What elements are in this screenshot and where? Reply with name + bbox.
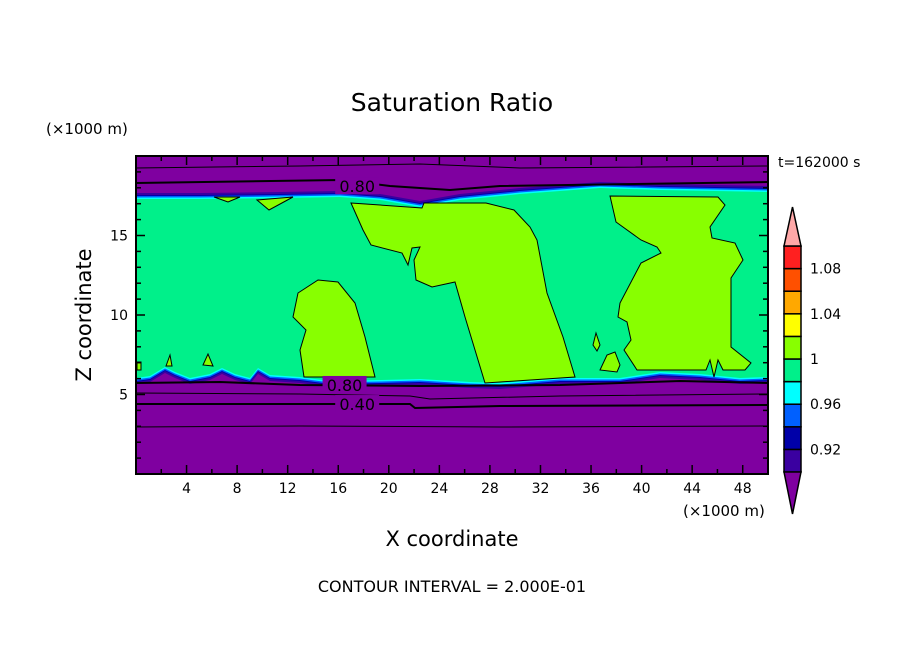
x-tick-label: 32 bbox=[532, 481, 550, 497]
supersaturated-region-1 bbox=[350, 202, 576, 384]
x-axis-label: X coordinate bbox=[385, 527, 519, 551]
colorbar-swatch-9 bbox=[783, 245, 802, 270]
contour-line-0.20 bbox=[135, 425, 769, 428]
colorbar-swatch-3 bbox=[783, 380, 802, 405]
supersaturated-region-0 bbox=[292, 279, 376, 378]
colorbar-swatch-7 bbox=[783, 290, 802, 315]
supersaturated-region-7 bbox=[165, 353, 173, 367]
supersaturated-region-4 bbox=[592, 331, 601, 352]
y-unit-label: (×1000 m) bbox=[46, 120, 128, 138]
colorbar-swatch-6 bbox=[783, 313, 802, 338]
colorbar-swatch-2 bbox=[783, 403, 802, 428]
x-tick-label: 36 bbox=[582, 481, 600, 497]
x-tick-label: 48 bbox=[734, 481, 752, 497]
contour-label-bg bbox=[322, 375, 367, 393]
contour-label: 0.40 bbox=[339, 395, 375, 414]
x-tick-label: 44 bbox=[683, 481, 701, 497]
contour-interval-label: CONTOUR INTERVAL = 2.000E-01 bbox=[317, 577, 587, 596]
x-unit-label: (×1000 m) bbox=[683, 502, 765, 520]
colorbar-over-arrow bbox=[783, 206, 802, 247]
contour-line-0.80-bottom bbox=[135, 379, 769, 388]
contour-line-top-a bbox=[135, 163, 769, 169]
colorbar-swatch-4 bbox=[783, 358, 802, 383]
contour-label: 0.80 bbox=[327, 376, 363, 395]
colorbar-swatch-0 bbox=[783, 448, 802, 473]
colorbar-tick-label: 0.96 bbox=[810, 397, 841, 413]
contour-line-0.40 bbox=[136, 403, 769, 410]
x-tick-label: 28 bbox=[481, 481, 499, 497]
layer-0.98 bbox=[136, 188, 768, 383]
contour-label-bg bbox=[335, 395, 380, 413]
supersaturated-region-6 bbox=[213, 196, 241, 203]
x-tick-label: 20 bbox=[380, 481, 398, 497]
x-tick-label: 40 bbox=[633, 481, 651, 497]
supersaturated-region-5 bbox=[255, 196, 294, 211]
colorbar-tick-label: 1.08 bbox=[810, 262, 841, 278]
contour-line-0.60 bbox=[135, 392, 769, 400]
colorbar-tick-label: 1 bbox=[810, 352, 819, 368]
colorbar-swatch-8 bbox=[783, 267, 802, 292]
colorbar-under-arrow bbox=[783, 471, 802, 515]
y-tick-label: 15 bbox=[110, 229, 128, 245]
supersaturated-region-3 bbox=[599, 351, 621, 373]
time-label: t=162000 s bbox=[778, 155, 861, 171]
contour-line-0.80-top bbox=[135, 178, 769, 192]
x-tick-label: 24 bbox=[430, 481, 448, 497]
x-tick-label: 12 bbox=[279, 481, 297, 497]
supersaturated-region-8 bbox=[202, 352, 214, 367]
x-tick-label: 16 bbox=[329, 481, 347, 497]
colorbar-swatch-5 bbox=[783, 335, 802, 360]
colorbar-swatch-1 bbox=[783, 426, 802, 451]
contour-label: 0.80 bbox=[339, 177, 375, 196]
supersaturated-region-2 bbox=[609, 195, 752, 378]
x-tick-label: 8 bbox=[233, 481, 242, 497]
y-tick-label: 10 bbox=[110, 308, 128, 324]
y-tick-label: 5 bbox=[119, 388, 128, 404]
contour-label-bg bbox=[335, 177, 380, 195]
colorbar-tick-label: 1.04 bbox=[810, 307, 841, 323]
x-tick-label: 4 bbox=[182, 481, 191, 497]
chart-title: Saturation Ratio bbox=[350, 88, 554, 117]
colorbar-tick-label: 0.92 bbox=[810, 442, 841, 458]
